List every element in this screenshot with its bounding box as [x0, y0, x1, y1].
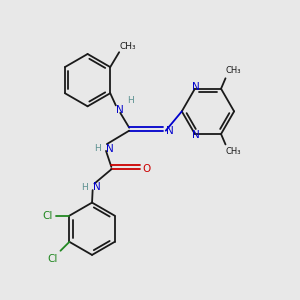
Text: N: N	[93, 182, 101, 192]
Text: N: N	[166, 126, 173, 136]
Text: Cl: Cl	[47, 254, 58, 264]
Text: CH₃: CH₃	[226, 66, 241, 75]
Text: N: N	[193, 82, 200, 92]
Text: O: O	[142, 164, 150, 174]
Text: Cl: Cl	[43, 211, 53, 221]
Text: H: H	[94, 144, 101, 153]
Text: N: N	[106, 143, 114, 154]
Text: H: H	[81, 183, 88, 192]
Text: N: N	[193, 130, 200, 140]
Text: CH₃: CH₃	[226, 147, 241, 156]
Text: N: N	[116, 105, 124, 115]
Text: H: H	[127, 95, 134, 104]
Text: CH₃: CH₃	[120, 42, 136, 51]
